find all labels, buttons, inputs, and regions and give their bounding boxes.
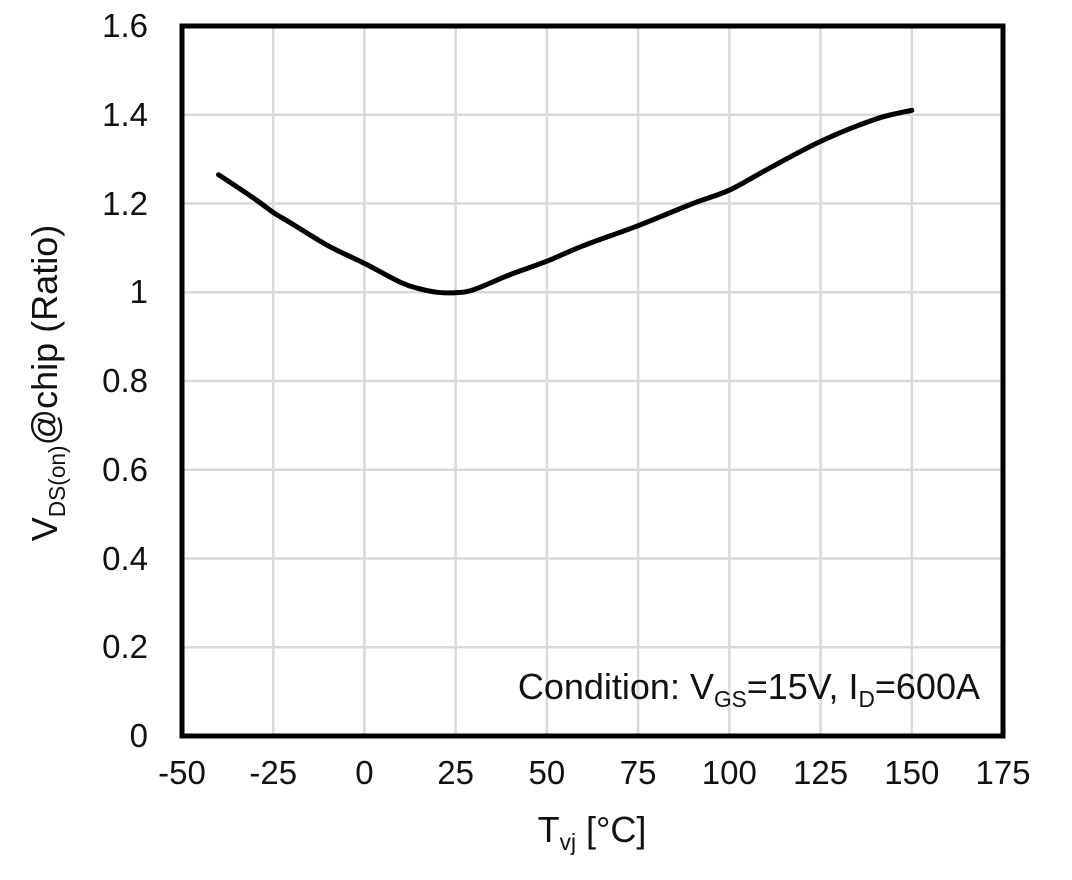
x-axis-title-subscript: vj [559,829,576,856]
x-tick-label: 50 [528,754,566,791]
x-axis-title: Tvj [°C] [442,808,742,856]
y-tick-label: 1.2 [102,184,148,222]
x-tick-label: 125 [793,754,849,791]
condition-vgs-subscript: GS [713,686,747,713]
y-tick-label: 1.6 [102,7,148,44]
y-tick-label: 0.6 [102,450,148,488]
x-tick-label: 0 [355,754,374,791]
data-curve [216,107,915,296]
x-tick-label: -25 [249,754,298,791]
x-axis-title-rest: [°C] [575,809,647,850]
condition-text: Condition: V [517,666,714,707]
x-tick-label: -50 [158,754,206,791]
y-tick-label: 0 [129,717,148,754]
y-tick-label: 1 [129,273,148,311]
condition-id-value: =600A [874,666,980,707]
condition-annotation: Condition: VGS=15V, ID=600A [517,666,980,711]
y-tick-label: 0.8 [102,362,148,399]
y-axis-title-subscript: DS(on) [44,445,71,518]
y-tick-label: 0.4 [102,539,148,577]
x-tick-label: 25 [437,754,475,791]
x-axis-title-base: T [537,809,560,850]
y-axis-title-rest: @chip (Ratio) [24,224,65,446]
x-tick-label: 150 [884,754,940,791]
y-axis-title-base: V [24,517,65,542]
condition-vgs-value: =15V, I [746,666,859,707]
condition-id-subscript: D [858,686,875,713]
plot-border [179,23,1006,739]
x-tick-label: 100 [701,754,757,791]
y-tick-label: 1.4 [102,95,148,133]
x-tick-label: 175 [975,754,1031,791]
y-tick-label: 0.2 [102,628,148,666]
y-axis-title: VDS(on)@chip (Ratio) [23,203,71,563]
x-tick-label: 75 [619,754,657,791]
